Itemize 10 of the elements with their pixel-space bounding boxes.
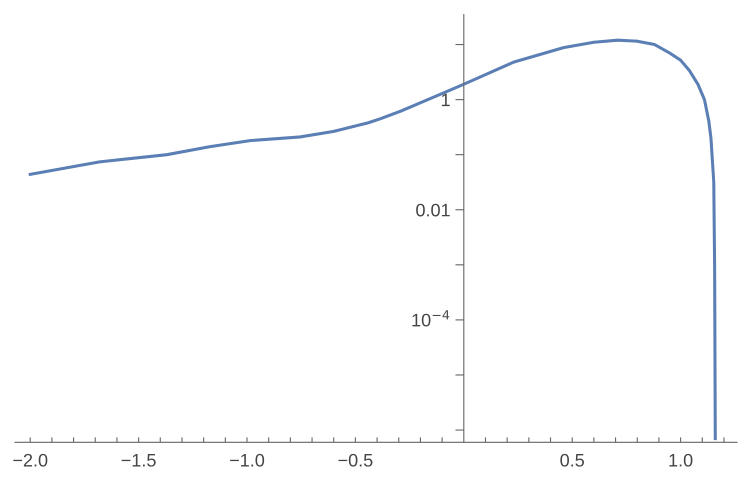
line-series bbox=[28, 38, 717, 440]
x-tick-label: −1.0 bbox=[230, 454, 264, 467]
x-tick-label: 0.5 bbox=[560, 454, 584, 467]
x-tick-label: −2.0 bbox=[13, 454, 48, 467]
x-tick-label: −1.5 bbox=[122, 454, 156, 467]
x-tick-label: −0.5 bbox=[338, 454, 372, 467]
y-tick-label: 0.01 bbox=[416, 204, 450, 216]
y-tick-label: 1 bbox=[442, 94, 450, 106]
x-tick-label: 1.0 bbox=[669, 454, 692, 467]
y-tick-label: 10$^{−4}$ bbox=[412, 310, 450, 326]
